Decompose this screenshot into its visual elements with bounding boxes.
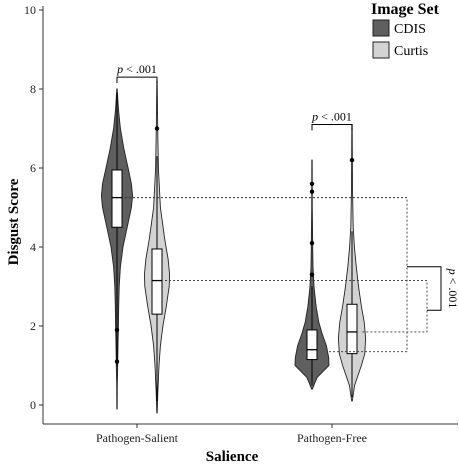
outlier-point [309,189,315,194]
significance-label: p < .001 [311,110,352,124]
y-tick-label: 6 [30,161,36,175]
legend-label-cdis: CDIS [394,22,426,37]
x-axis-title: Salience [206,449,259,465]
outlier-point [114,359,120,364]
legend-swatch-curtis [372,41,390,59]
outlier-point [309,272,315,277]
interaction-bracket [407,266,442,311]
y-tick-label: 0 [30,398,36,412]
legend-swatch-cdis [372,19,390,37]
boxplot-box [346,303,358,355]
x-tick-label: Pathogen-Salient [96,431,179,445]
y-tick-label: 10 [24,3,36,17]
boxplot-box [111,169,123,228]
outlier-point [349,157,355,163]
plot-area: 0 2 4 6 8 10 Pathogen-Salient Pathogen-Free p < … [24,3,459,445]
legend-label-curtis: Curtis [394,44,428,59]
significance-bracket [311,124,353,131]
outlier-point [309,181,315,186]
legend-title: Image Set [371,1,440,18]
outlier-point [154,126,160,131]
mean-link-cdis [125,197,408,353]
significance-bracket [116,76,158,84]
y-tick-label: 8 [30,82,36,96]
interaction-label: p < .001 [446,268,459,309]
boxplot-box [151,248,163,315]
outlier-point [309,240,315,246]
y-tick-label: 4 [30,240,36,254]
y-axis-title: Disgust Score [6,178,22,265]
outlier-point [114,327,120,333]
boxplot-box [306,329,318,361]
significance-label: p < .001 [116,62,157,76]
x-tick-label: Pathogen-Free [297,431,367,445]
mean-link-curtis [165,280,428,333]
y-tick-label: 2 [30,319,36,333]
